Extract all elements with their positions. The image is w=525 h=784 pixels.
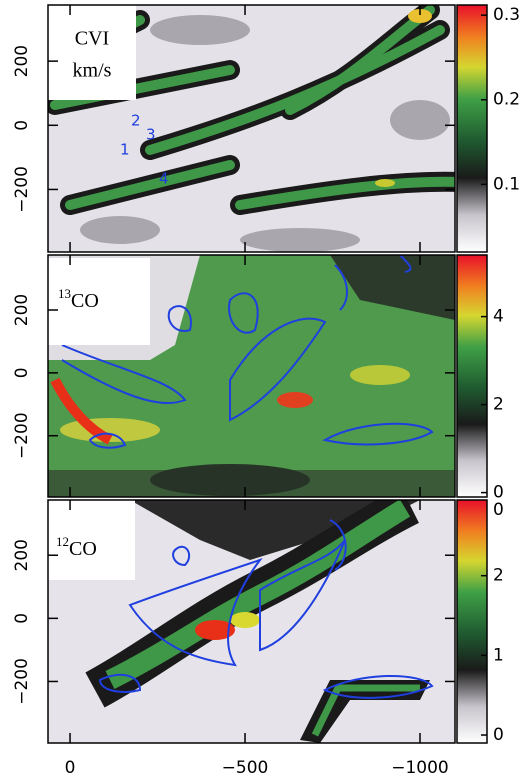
colorbar-tick-label: 2 xyxy=(493,395,504,415)
map-image xyxy=(48,255,455,497)
colorbar xyxy=(456,4,488,253)
label-box xyxy=(48,500,135,580)
colorbar-tick-label: 4 xyxy=(493,307,504,327)
colorbar xyxy=(456,254,488,498)
annotation: 1 xyxy=(120,141,130,159)
annotation: 3 xyxy=(146,126,156,144)
isotope: 12 xyxy=(56,534,69,549)
colorbar-tick-label: 0.2 xyxy=(493,90,520,110)
frame xyxy=(47,4,456,253)
label-box xyxy=(48,258,150,345)
frame xyxy=(47,499,456,744)
colorbar-tick-label: 2 xyxy=(493,566,504,586)
colorbar-tick-label: 0.1 xyxy=(493,174,520,194)
colorbar-tick-label: 0 xyxy=(493,725,504,745)
map-image xyxy=(48,5,455,252)
x-tick-label: −1000 xyxy=(391,758,449,778)
colorbar-tick-label: 1 xyxy=(493,645,504,665)
y-tick-label: 0 xyxy=(12,367,32,378)
panel-label: CVI xyxy=(75,28,109,50)
y-tick-label: 200 xyxy=(12,294,32,326)
colorbar-top-text: 0 xyxy=(493,500,504,520)
colorbar xyxy=(456,499,488,744)
panel-unit: km/s xyxy=(73,60,112,82)
y-tick-label: −200 xyxy=(12,166,32,213)
molecule: CO xyxy=(71,290,99,312)
y-tick-label: 0 xyxy=(12,613,32,624)
x-tick-label: −500 xyxy=(222,758,269,778)
map-image xyxy=(48,500,455,743)
panel-label: 13CO xyxy=(58,286,99,312)
x-tick-label: 0 xyxy=(65,758,76,778)
y-tick-label: 200 xyxy=(12,45,32,77)
isotope: 13 xyxy=(58,286,71,301)
y-tick-label: −200 xyxy=(12,658,32,705)
panel-label: 12CO xyxy=(56,534,97,560)
colorbar-tick-label: 0 xyxy=(493,483,504,503)
annotation: 4 xyxy=(159,170,169,188)
annotation: 2 xyxy=(131,112,141,130)
y-tick-label: 0 xyxy=(12,120,32,131)
y-tick-label: −200 xyxy=(12,412,32,459)
molecule: CO xyxy=(69,538,97,560)
colorbar-tick-label: 0.3 xyxy=(493,5,520,25)
frame xyxy=(47,254,456,498)
label-box xyxy=(48,5,136,100)
y-tick-label: 200 xyxy=(12,539,32,571)
